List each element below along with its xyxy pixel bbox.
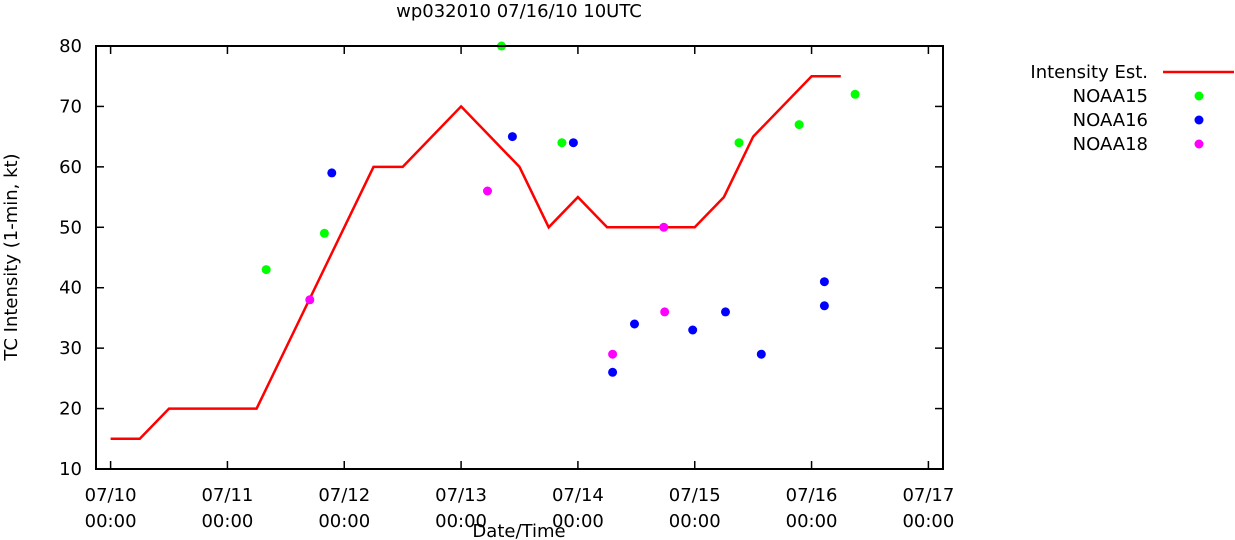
data-point-noaa15	[850, 89, 860, 99]
data-point-noaa16	[688, 325, 698, 335]
series-line-intensity-est	[110, 74, 841, 441]
data-point-noaa16	[568, 138, 578, 148]
x-tick-date: 07/10	[85, 485, 137, 506]
data-point-noaa15	[557, 138, 567, 148]
data-point-noaa16	[630, 319, 639, 329]
x-tick-date: 07/12	[318, 485, 370, 506]
y-tick-label: 30	[59, 338, 82, 359]
data-point-noaa16	[507, 132, 517, 142]
legend-swatch-noaa18	[1194, 139, 1204, 149]
data-point-noaa15	[319, 228, 329, 238]
y-tick-label: 40	[59, 278, 82, 299]
y-axis-ticks: 10 20 30 40 50 60 70 80	[59, 36, 943, 480]
x-tick-date: 07/17	[902, 485, 954, 506]
data-point-noaa16	[608, 367, 618, 377]
legend-label-noaa15: NOAA15	[1073, 86, 1148, 107]
y-axis-label: TC Intensity (1-min, kt)	[1, 153, 22, 361]
x-tick-time: 00:00	[435, 511, 487, 532]
data-point-noaa18	[660, 307, 670, 317]
x-tick-date: 07/11	[201, 485, 253, 506]
x-tick-time: 00:00	[85, 511, 137, 532]
y-tick-label: 70	[59, 96, 82, 117]
plot-frame	[95, 45, 944, 470]
y-tick-label: 60	[59, 157, 82, 178]
x-tick-date: 07/16	[786, 485, 838, 506]
x-tick-time: 00:00	[669, 511, 721, 532]
y-tick-label: 50	[59, 217, 82, 238]
plot-area	[110, 41, 860, 441]
x-tick-date: 07/14	[552, 485, 604, 506]
legend: Intensity Est. NOAA15 NOAA16 NOAA18	[1030, 62, 1234, 155]
x-tick-time: 00:00	[201, 511, 253, 532]
x-tick-time: 00:00	[902, 511, 954, 532]
data-point-noaa15	[734, 138, 744, 148]
y-tick-label: 10	[59, 459, 82, 480]
x-tick-time: 00:00	[552, 511, 604, 532]
x-tick-time: 00:00	[786, 511, 838, 532]
data-point-noaa16	[756, 349, 766, 359]
x-tick-time: 00:00	[318, 511, 370, 532]
chart-title: wp032010 07/16/10 10UTC	[396, 1, 642, 22]
x-tick-date: 07/13	[435, 485, 487, 506]
data-point-noaa16	[327, 168, 337, 178]
data-point-noaa18	[305, 295, 315, 305]
legend-label-noaa16: NOAA16	[1073, 110, 1148, 131]
legend-label-noaa18: NOAA18	[1073, 134, 1148, 155]
x-axis-label: Date/Time	[472, 521, 565, 540]
legend-swatch-noaa15	[1194, 91, 1204, 101]
data-point-noaa16	[721, 307, 730, 317]
legend-swatch-noaa16	[1194, 115, 1204, 125]
data-point-noaa15	[261, 265, 271, 275]
x-tick-date: 07/15	[669, 485, 721, 506]
y-tick-label: 20	[59, 399, 82, 420]
legend-label-intensity-est: Intensity Est.	[1030, 62, 1148, 83]
data-point-noaa16	[819, 277, 829, 287]
data-point-noaa16	[819, 301, 829, 311]
x-axis-ticks: 07/10 00:00 07/11 00:00 07/12 00:00 07/13 00:00…	[85, 46, 954, 532]
data-point-noaa18	[483, 186, 492, 196]
data-point-noaa18	[659, 222, 669, 232]
data-point-noaa18	[608, 349, 618, 359]
data-point-noaa15	[794, 120, 804, 130]
y-tick-label: 80	[59, 36, 82, 57]
